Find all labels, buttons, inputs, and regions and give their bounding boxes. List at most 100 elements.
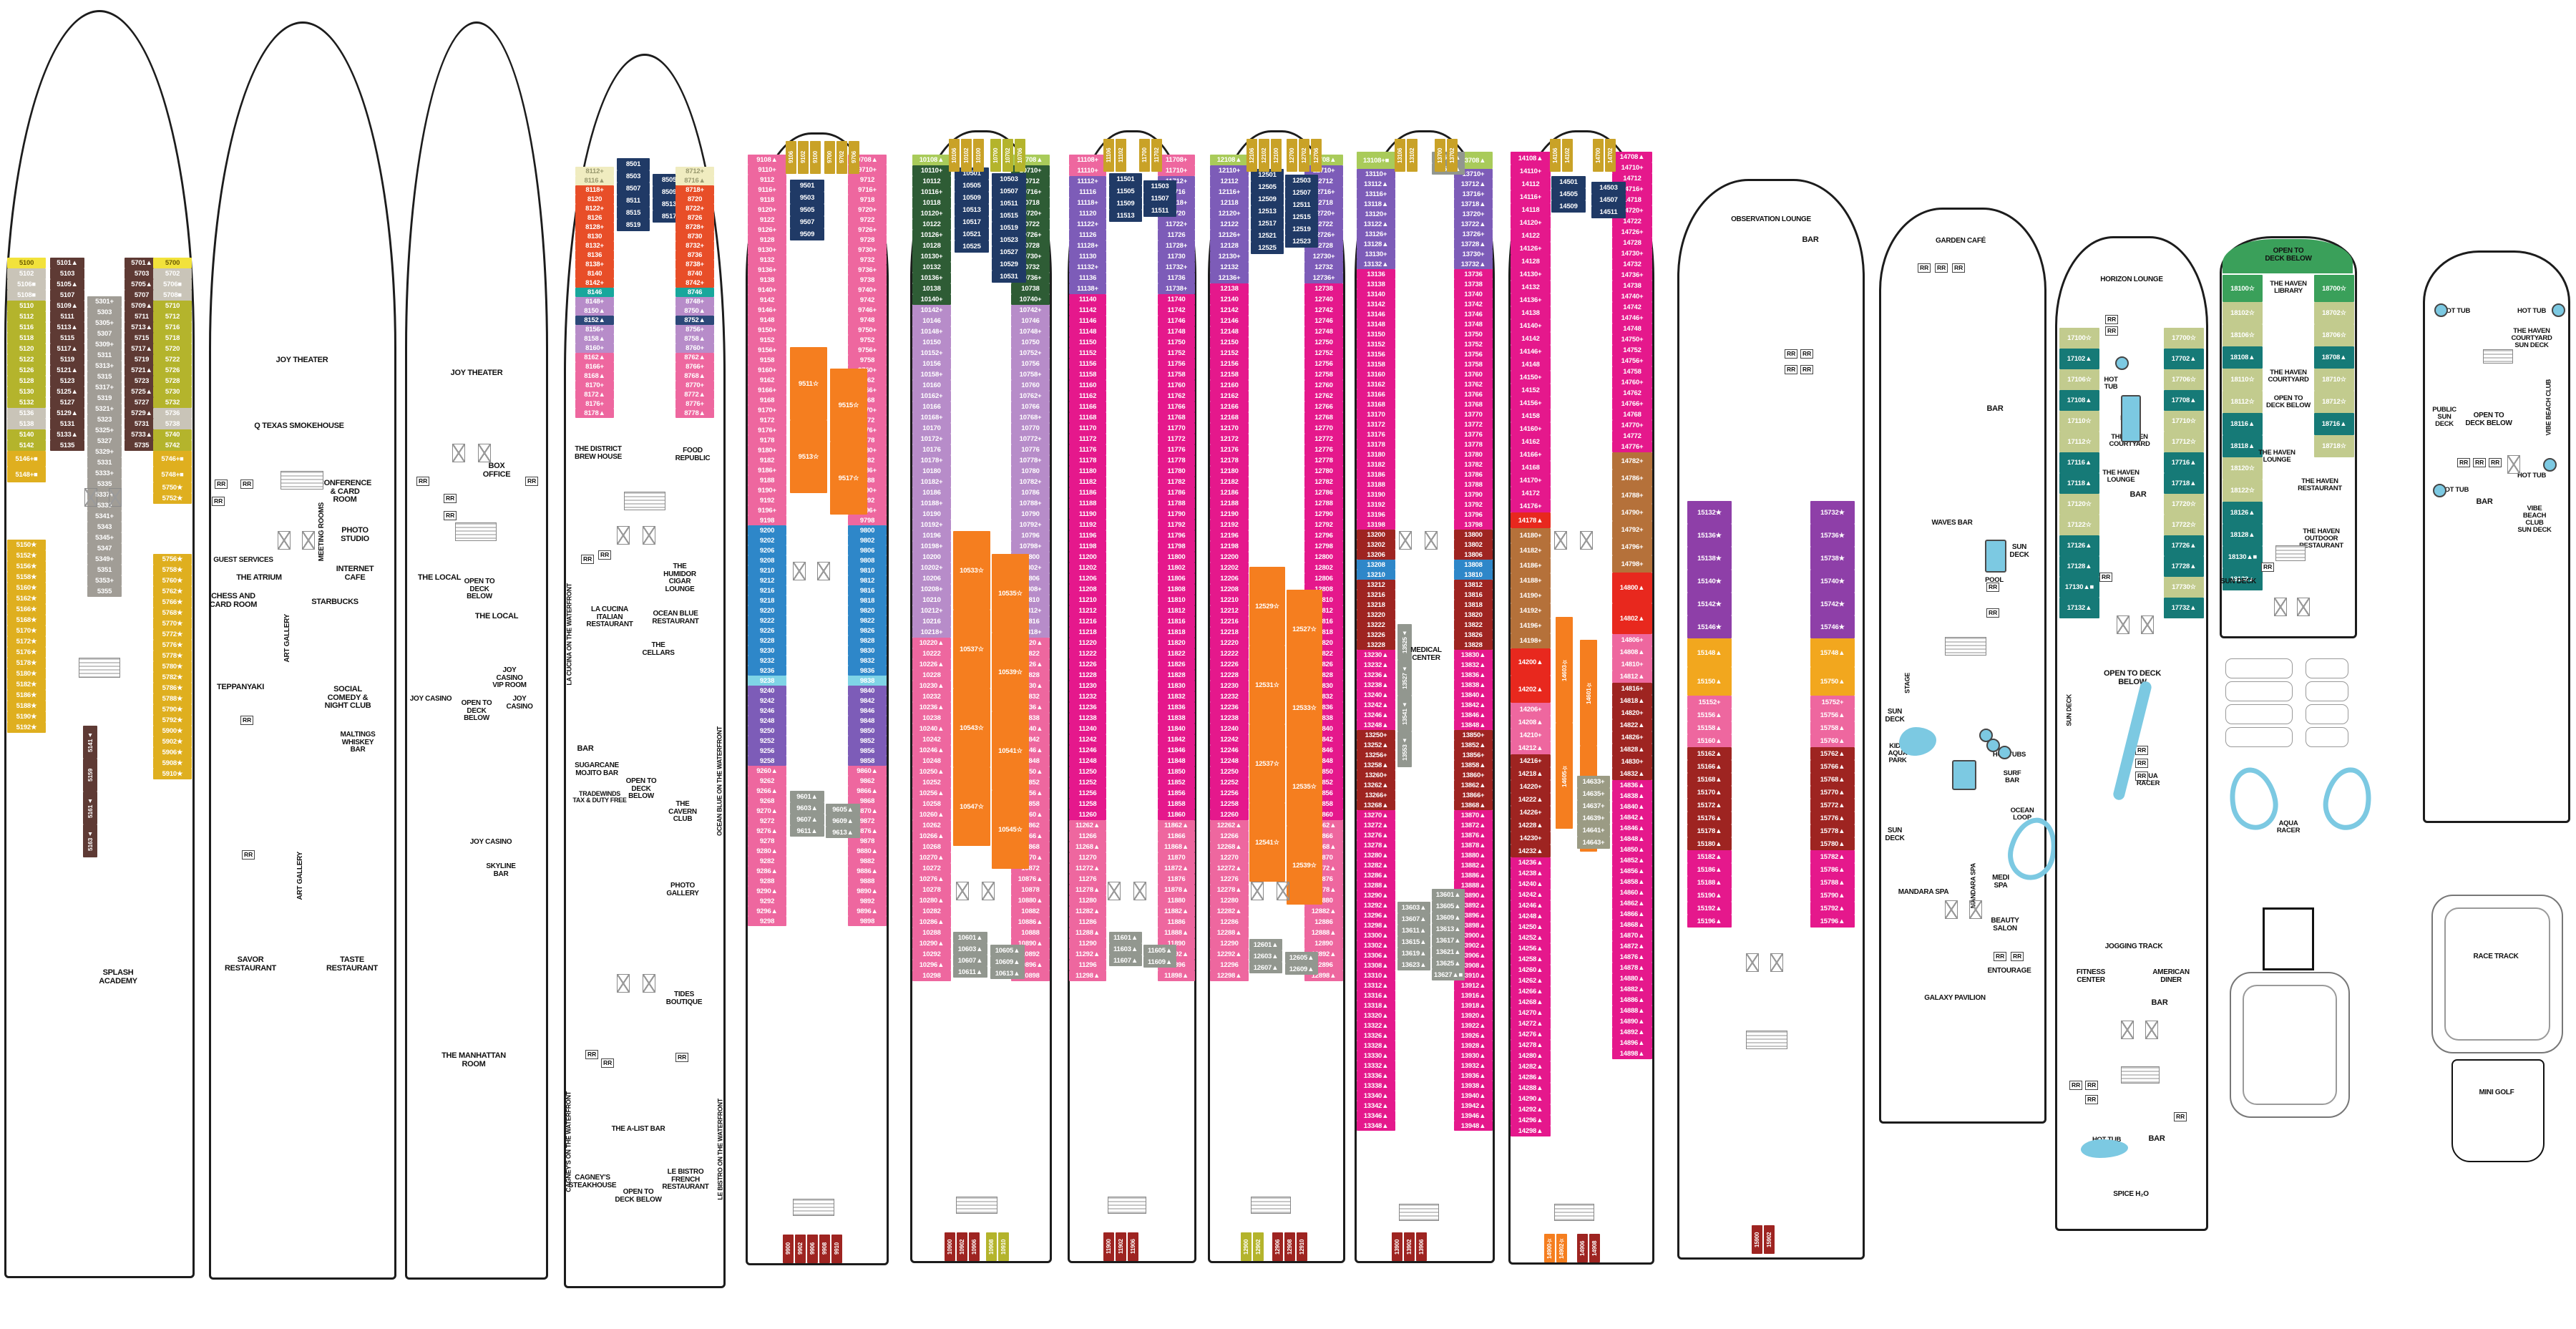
cabin-10138: 10138 bbox=[912, 283, 951, 294]
cabin-9702: 9702 bbox=[836, 141, 847, 174]
cabin-13722: 13722▲ bbox=[1454, 219, 1493, 229]
cabin-12236: 12236 bbox=[1210, 702, 1249, 713]
cabin-10112: 10112 bbox=[912, 176, 951, 187]
restroom-label: RR bbox=[601, 1058, 615, 1068]
cabin-8750: 8750▲ bbox=[675, 306, 714, 316]
cabin-13212: 13212 bbox=[1357, 580, 1395, 590]
cabin-10798: 10798+ bbox=[1011, 541, 1050, 552]
cabin-15772: 15772▲ bbox=[1810, 799, 1855, 812]
deck-14-cabin-strip-0: 14108▲ 14110+ 14112 14116+ 14118 14120+ 14122 1… bbox=[1511, 152, 1551, 1136]
cabin-8503: 8503 bbox=[617, 170, 650, 182]
cabin-10770: 10770 bbox=[1011, 423, 1050, 434]
cabin-18716: 18716▲ bbox=[2314, 413, 2354, 435]
cabin-14740: 14740+ bbox=[1612, 291, 1652, 302]
cabin-11112: 11112+ bbox=[1069, 176, 1106, 187]
cabin-14296: 14296▲ bbox=[1511, 1115, 1551, 1126]
cabin-11505: 11505 bbox=[1109, 185, 1142, 198]
cabin-12529: 12529☆ bbox=[1249, 567, 1285, 646]
cabin-14726: 14726+ bbox=[1612, 227, 1652, 238]
cabin-18132: 18132▲ bbox=[2223, 568, 2263, 590]
stairs-icon bbox=[624, 492, 665, 510]
cabin-10535: 10535☆ bbox=[992, 554, 1029, 633]
cabin-12772: 12772 bbox=[1304, 434, 1343, 444]
cabin-13818: 13818 bbox=[1454, 600, 1493, 610]
cabin-14758: 14758 bbox=[1612, 366, 1652, 377]
cabin-12533: 12533☆ bbox=[1287, 668, 1322, 747]
cabin-13740: 13740 bbox=[1454, 289, 1493, 299]
cabin-13605: 13605▲ bbox=[1432, 900, 1465, 912]
cabin-12176: 12176 bbox=[1210, 444, 1249, 455]
cabin-8752: 8752▲ bbox=[675, 316, 714, 325]
cabin-9100: 9100 bbox=[810, 141, 821, 174]
cabin-12292: 12292▲ bbox=[1210, 949, 1249, 960]
cabin-14892: 14892▲ bbox=[1612, 1027, 1652, 1038]
cabin-11258: 11258 bbox=[1069, 799, 1106, 809]
cabin-9852: 9852 bbox=[848, 736, 887, 746]
cabin-10702: 10702 bbox=[1002, 139, 1013, 172]
deck-18-label-the-haven-lounge: THE HAVEN LOUNGE bbox=[2258, 449, 2296, 464]
cabin-14900: 14900☆ bbox=[1544, 1234, 1555, 1262]
cabin-14816: 14816+ bbox=[1612, 683, 1652, 695]
cabin-11730: 11730 bbox=[1158, 251, 1195, 262]
cabin-9132: 9132 bbox=[748, 255, 786, 265]
deck-8-label-sugarcane-mojito-bar: SUGARCANE MOJITO BAR bbox=[575, 761, 619, 777]
cabin-14633: 14633+ bbox=[1577, 776, 1610, 788]
deck-12-vrows-0: 12106 12102 12100 bbox=[1246, 139, 1282, 172]
cabin-13838: 13838▲ bbox=[1454, 680, 1493, 690]
deck-10-cabin-strip-4: 10533☆ 10537☆ 10543☆ 10547☆ bbox=[953, 531, 990, 846]
cabin-8766: 8766+ bbox=[675, 362, 714, 371]
race-track-outline bbox=[2230, 972, 2350, 1118]
cabin-10609: 10609▲ bbox=[990, 956, 1025, 968]
elevator-icon bbox=[617, 974, 630, 993]
deck-7-label-joy-casino: JOY CASINO bbox=[469, 838, 512, 846]
deck-6-label-photo-studio: PHOTO STUDIO bbox=[341, 526, 369, 543]
deck-10-cabin-strip-0: 10108▲ 10110+ 10112 10116+ 10118 10120+ 10122 1… bbox=[912, 155, 951, 981]
strip-gap bbox=[153, 504, 192, 554]
cabin-11900: 11900 bbox=[1103, 1232, 1114, 1261]
deck-6-label-savor-restaurant: SAVOR RESTAURANT bbox=[225, 955, 276, 973]
deck-8-label-tides-boutique: TIDES BOUTIQUE bbox=[665, 990, 703, 1006]
cabin-5325: 5325+ bbox=[87, 425, 122, 436]
cabin-13308: 13308▲ bbox=[1357, 960, 1395, 970]
deck-12-vrows2-0: 12900 12902 bbox=[1241, 1232, 1264, 1261]
deck-17-label-jogging-track: JOGGING TRACK bbox=[2104, 943, 2163, 950]
cabin-15758: 15758▲ bbox=[1810, 721, 1855, 734]
cabin-5138: 5138 bbox=[7, 419, 46, 429]
deck-10-vrows2-1: 10908 10910 bbox=[986, 1232, 1009, 1261]
cabin-12240: 12240 bbox=[1210, 724, 1249, 734]
cabin-13720: 13720+ bbox=[1454, 209, 1493, 219]
cabin-5146: 5146+■ bbox=[7, 451, 46, 467]
cabin-12286: 12286 bbox=[1210, 917, 1249, 928]
restroom-label: RR bbox=[525, 477, 539, 486]
cabin-10160: 10160 bbox=[912, 380, 951, 391]
deck-12-cabin-strip-1: 12708▲ 12710+ 12712 12716+ 12718 12720+ 12722 1… bbox=[1304, 155, 1343, 981]
cabin-17712: 17712☆ bbox=[2164, 432, 2204, 452]
cabin-13788: 13788 bbox=[1454, 479, 1493, 490]
deck-14-vrows2-1: 14906 14908 bbox=[1577, 1234, 1600, 1262]
cabin-11766: 11766 bbox=[1158, 401, 1195, 412]
cabin-12776: 12776 bbox=[1304, 444, 1343, 455]
cabin-13742: 13742 bbox=[1454, 299, 1493, 309]
restroom-label: RR bbox=[1994, 952, 2007, 961]
cabin-10148: 10148+ bbox=[912, 326, 951, 337]
cabin-12888: 12888▲ bbox=[1304, 928, 1343, 938]
cabin-12746: 12746 bbox=[1304, 316, 1343, 326]
restroom-label: RR bbox=[2473, 458, 2487, 467]
cabin-9142: 9142 bbox=[748, 295, 786, 305]
cabin-11850: 11850 bbox=[1158, 766, 1195, 777]
cabin-9900: 9900 bbox=[783, 1235, 794, 1263]
cabin-11236: 11236 bbox=[1069, 702, 1106, 713]
cabin-15900: 15900 bbox=[1752, 1225, 1762, 1254]
cabin-8118: 8118+ bbox=[575, 185, 614, 195]
cabin-12218: 12218 bbox=[1210, 627, 1249, 638]
deck-19-label-race-track: RACE TRACK bbox=[2473, 953, 2519, 960]
restroom-label: RR bbox=[444, 511, 457, 520]
cabin-10116: 10116+ bbox=[912, 187, 951, 198]
cabin-10206: 10206 bbox=[912, 573, 951, 584]
cabin-14278: 14278▲ bbox=[1511, 1040, 1551, 1051]
cabin-13110: 13110+ bbox=[1357, 169, 1395, 179]
cabin-8148: 8148+ bbox=[575, 297, 614, 306]
cabin-13340: 13340▲ bbox=[1357, 1091, 1395, 1101]
cabin-13248: 13248▲ bbox=[1357, 720, 1395, 730]
cabin-11166: 11166 bbox=[1069, 401, 1106, 412]
